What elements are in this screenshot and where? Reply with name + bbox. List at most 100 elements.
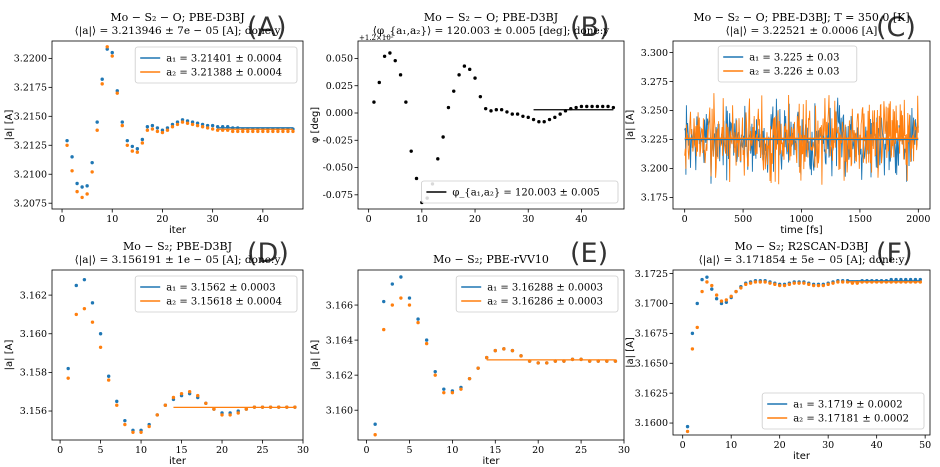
y-tick-label: 3.200 <box>641 164 668 175</box>
y-tick-label: 3.156 <box>20 406 47 417</box>
data-point <box>695 301 699 306</box>
data-point <box>220 413 224 417</box>
data-point <box>80 195 84 200</box>
data-point <box>65 143 69 147</box>
data-point <box>74 312 78 317</box>
data-point <box>70 169 74 173</box>
data-point <box>545 361 549 365</box>
data-point <box>467 376 472 381</box>
legend-entry: a₂ = 3.21388 ± 0.0004 <box>166 68 282 79</box>
x-tick-label: 20 <box>774 440 786 451</box>
data-point <box>123 422 127 427</box>
data-point <box>373 422 377 426</box>
data-point <box>90 160 94 165</box>
plot-area <box>684 93 919 185</box>
x-tick-label: 40 <box>257 214 269 225</box>
data-point <box>442 387 446 391</box>
data-point <box>457 73 461 77</box>
data-point <box>66 376 70 380</box>
data-point <box>196 393 200 398</box>
data-point <box>787 282 792 287</box>
data-point <box>526 115 530 120</box>
data-point <box>236 129 240 134</box>
x-tick-label: 1500 <box>848 214 872 225</box>
data-point <box>558 112 562 116</box>
data-point <box>382 54 387 58</box>
data-point <box>390 282 395 286</box>
y-axis-label: |a| [A] <box>4 340 15 371</box>
data-point <box>585 104 589 109</box>
panel-letter: (F) <box>876 238 913 269</box>
x-tick-label: 0 <box>57 445 63 456</box>
x-tick-label: 10 <box>416 214 428 225</box>
chart-subtitle: ⟨φ_{a₁,a₂}⟩ = 120.003 ± 0.005 [deg]; don… <box>373 25 609 37</box>
data-point <box>685 424 690 429</box>
x-tick-label: 5 <box>98 445 104 456</box>
data-point <box>590 104 594 109</box>
data-point <box>714 297 719 301</box>
data-point <box>131 430 135 434</box>
y-tick-label: 3.2150 <box>14 112 47 123</box>
data-point <box>212 407 216 411</box>
legend-box <box>420 180 619 204</box>
data-point <box>802 281 806 285</box>
data-point <box>611 105 616 110</box>
data-point <box>485 355 489 360</box>
legend-box <box>455 275 619 313</box>
data-point <box>601 104 605 109</box>
data-point <box>266 129 270 134</box>
data-point <box>244 407 249 411</box>
data-point <box>261 129 265 134</box>
y-tick-label: 3.250 <box>641 106 668 117</box>
data-point <box>195 123 200 128</box>
x-tick-label: 40 <box>575 214 587 225</box>
y-tick-label: 3.225 <box>641 135 668 146</box>
legend-entry: a₁ = 3.225 ± 0.03 <box>749 53 839 64</box>
data-point <box>147 424 151 429</box>
panel-a: (A)Mo − S₂ − O; PBE-D3BJ⟨|a|⟩ = 3.213946… <box>4 11 304 236</box>
panel-letter: (A) <box>247 12 287 43</box>
x-tick-label: 15 <box>489 445 501 456</box>
x-axis-label: iter <box>169 456 187 467</box>
plot-area <box>66 277 297 434</box>
data-point <box>120 123 124 128</box>
data-point <box>436 157 440 161</box>
data-point <box>695 325 699 330</box>
legend-entry: a₁ = 3.16288 ± 0.0003 <box>487 283 603 294</box>
panel-b: (B) Mo − S₂ − O; PBE-D3BJ⟨φ_{a₁,a₂}⟩ = 12… <box>310 11 625 225</box>
data-point <box>424 338 429 342</box>
axes-frame <box>357 269 625 441</box>
x-tick-label: 30 <box>822 440 834 451</box>
y-tick-label: 3.2175 <box>14 83 47 94</box>
y-tick-label: 0.000 <box>326 108 353 119</box>
legend-entry: a₁ = 3.1562 ± 0.0003 <box>166 283 275 294</box>
y-tick-label: 0.025 <box>326 81 353 92</box>
data-point <box>414 176 419 181</box>
data-point <box>519 354 523 358</box>
legend-entry: a₂ = 3.15618 ± 0.0004 <box>166 297 282 308</box>
axes-frame <box>51 40 304 210</box>
data-point <box>502 347 506 351</box>
y-axis-label: φ [deg] <box>310 107 321 144</box>
data-point <box>85 192 89 196</box>
data-point <box>139 430 143 434</box>
data-point <box>744 282 748 287</box>
data-point <box>483 106 488 111</box>
data-point <box>690 347 695 351</box>
data-point <box>95 128 99 132</box>
data-point <box>710 283 714 288</box>
chart-title: Mo − S₂; PBE-D3BJ <box>123 240 232 253</box>
data-point <box>110 54 114 58</box>
data-point <box>489 109 493 113</box>
data-point <box>807 282 811 287</box>
y-tick-label: -0.025 <box>323 135 353 146</box>
axes-frame <box>672 269 931 436</box>
data-point <box>777 283 782 288</box>
data-point <box>373 433 377 437</box>
chart-title: Mo − S₂ − O; PBE-D3BJ; T = 350.0 [K] <box>693 11 909 24</box>
data-point <box>145 125 150 129</box>
legend-entry: a₁ = 3.1719 ± 0.0002 <box>793 400 902 411</box>
data-point <box>531 117 536 122</box>
data-point <box>190 122 195 127</box>
y-tick-label: 3.2200 <box>14 54 47 65</box>
